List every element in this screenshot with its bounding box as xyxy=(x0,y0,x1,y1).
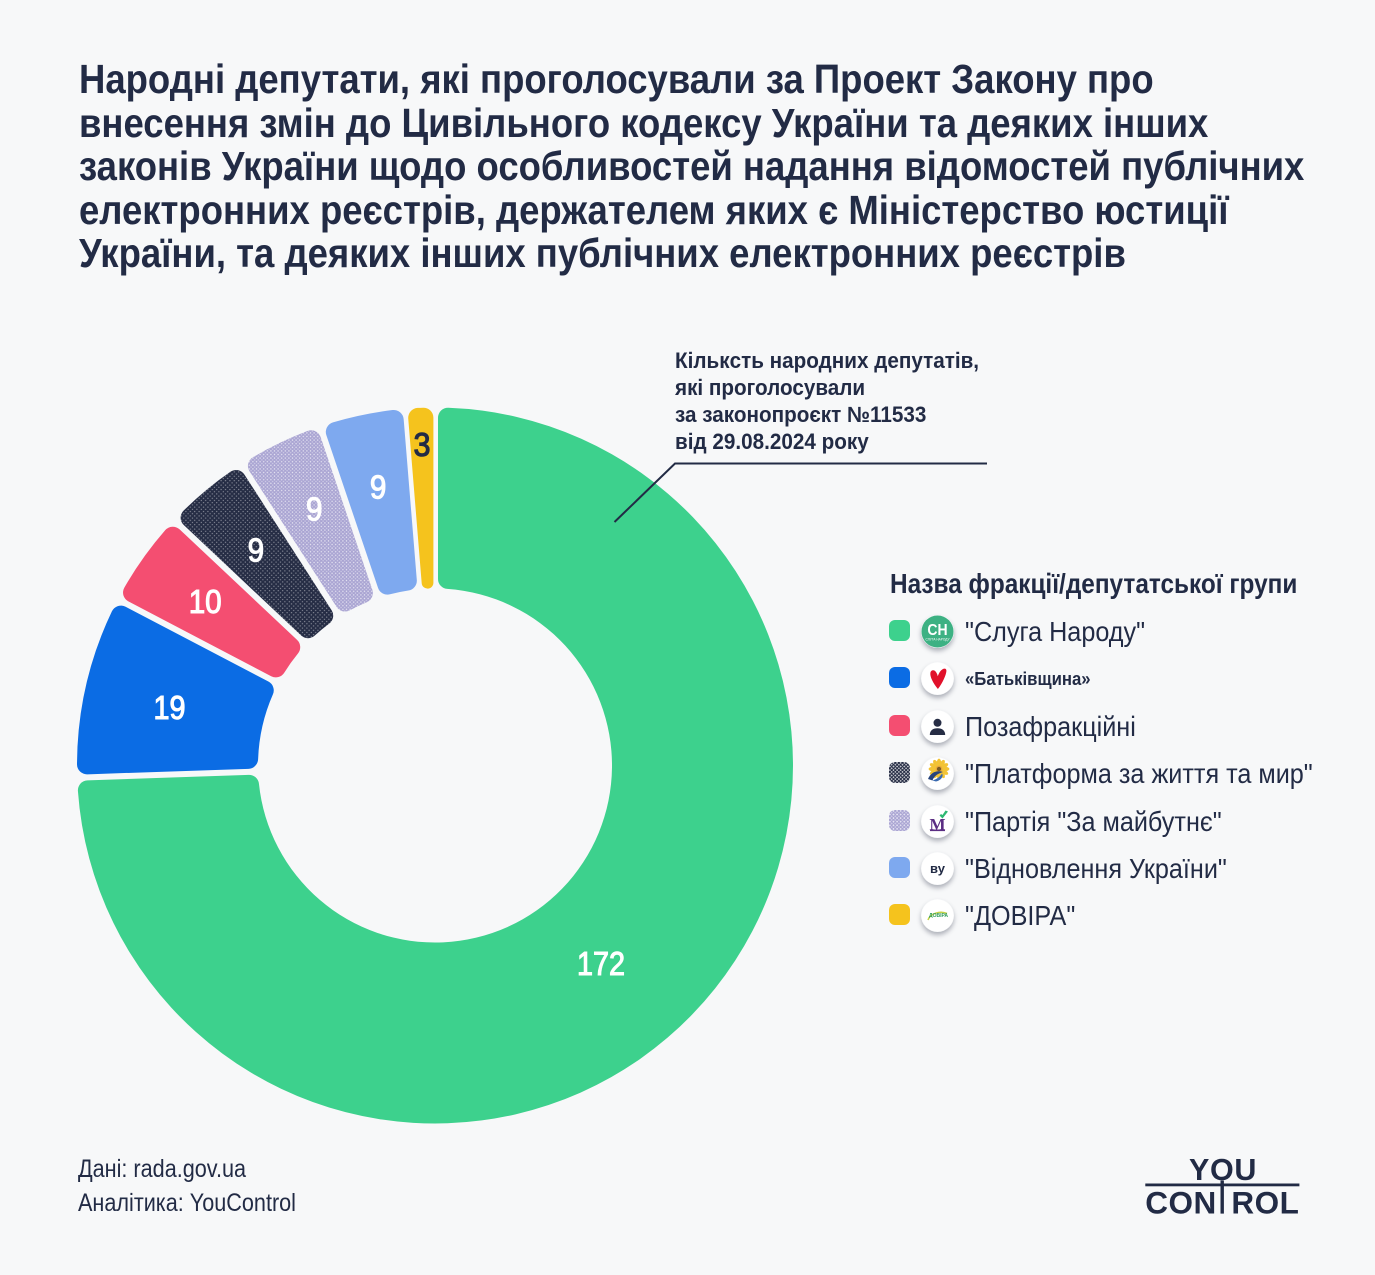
svg-text:10: 10 xyxy=(189,583,222,620)
svg-text:3: 3 xyxy=(414,426,431,463)
svg-text:СН: СН xyxy=(927,621,947,639)
svg-text:19: 19 xyxy=(154,689,186,726)
svg-text:9: 9 xyxy=(248,532,265,569)
svg-text:CON: CON xyxy=(1145,1185,1217,1221)
svg-text:9: 9 xyxy=(370,469,387,506)
svg-text:ДОВІРА: ДОВІРА xyxy=(929,913,948,919)
svg-text:M: M xyxy=(929,815,945,834)
svg-text:СЛУГА НАРОДУ: СЛУГА НАРОДУ xyxy=(925,638,950,642)
svg-text:ву: ву xyxy=(930,861,946,876)
svg-text:172: 172 xyxy=(577,945,625,982)
svg-text:ROL: ROL xyxy=(1231,1185,1299,1221)
svg-text:9: 9 xyxy=(306,491,323,528)
